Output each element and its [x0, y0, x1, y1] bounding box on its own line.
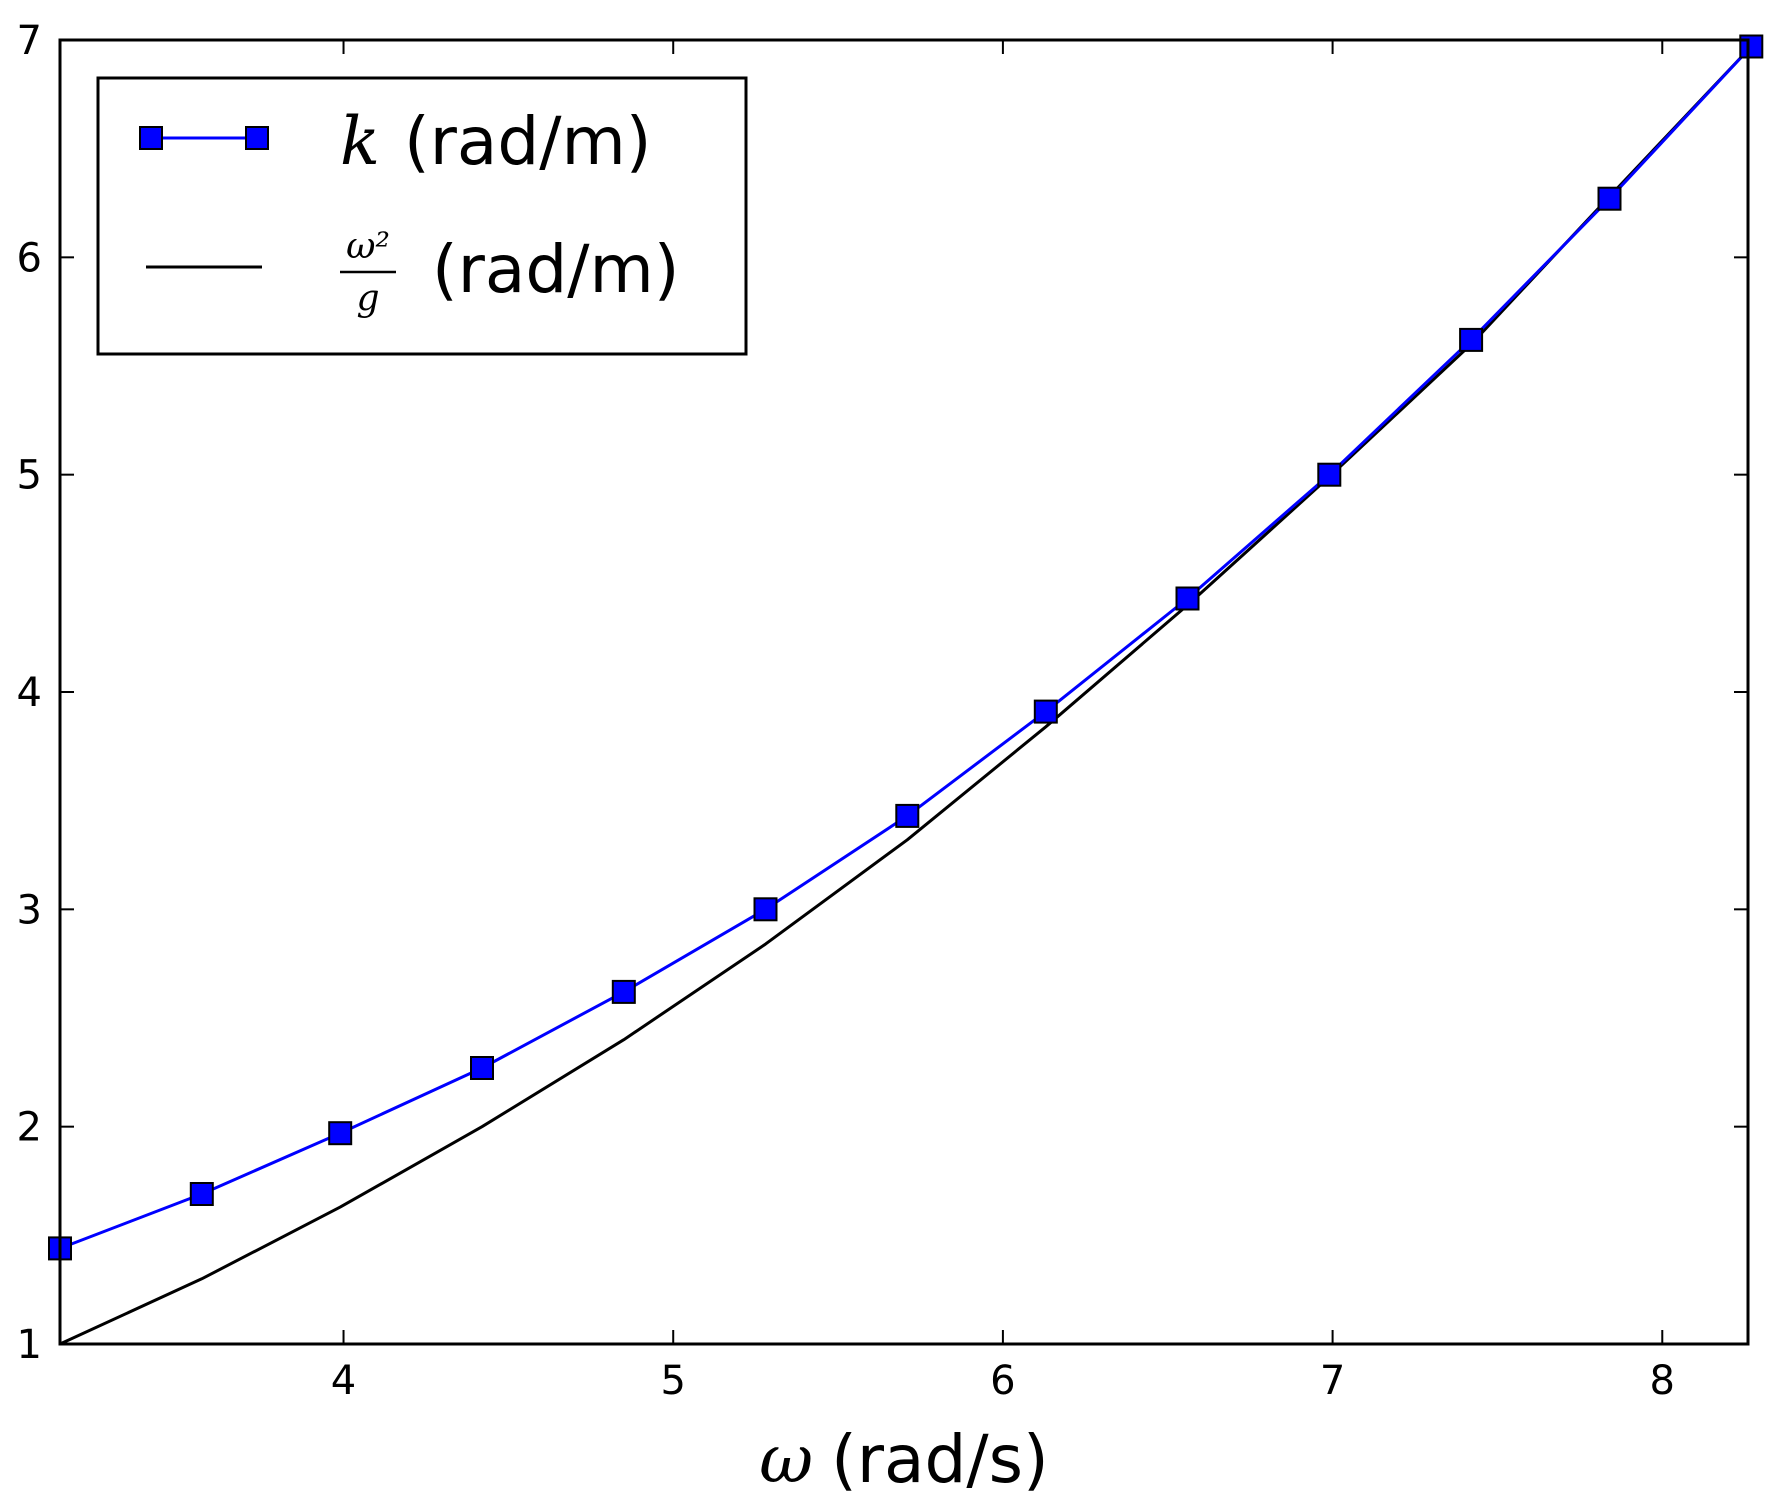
series-0-point-6: [895, 803, 920, 828]
legend-marker-k-left: [139, 126, 163, 150]
series-0-point-4: [611, 979, 636, 1004]
x-tick-label-8: 8: [1650, 1358, 1675, 1404]
legend-k-symbol: k: [340, 103, 380, 180]
legend-label-k: k (rad/m): [340, 103, 652, 180]
series-0-point-11: [1597, 186, 1622, 211]
legend-frac-denominator: g: [356, 278, 379, 319]
x-axis-symbol: ω: [759, 1421, 813, 1498]
y-tick-label-2: 2: [17, 1105, 42, 1151]
y-tick-label-6: 6: [17, 235, 42, 281]
y-tick-label-4: 4: [17, 670, 42, 716]
series-layer: [48, 34, 1764, 1346]
y-tick-label-7: 7: [17, 18, 42, 64]
tick-labels: 4 5 6 7 8 1 2 3 4 5 6 7: [17, 18, 1675, 1404]
legend-box: [96, 76, 748, 356]
legend: k (rad/m) ω² g (rad/m): [96, 76, 748, 356]
series-0-point-1: [189, 1182, 214, 1206]
series-0-point-10: [1459, 327, 1484, 352]
x-tick-label-6: 6: [990, 1358, 1015, 1404]
y-tick-label-5: 5: [17, 453, 42, 499]
x-axis-label: ω (rad/s): [759, 1421, 1048, 1498]
legend-marker-k-right: [245, 126, 269, 150]
x-tick-label-5: 5: [660, 1358, 685, 1404]
series-0-point-7: [1033, 699, 1058, 724]
x-tick-label-4: 4: [331, 1358, 356, 1404]
series-0-point-8: [1175, 586, 1200, 611]
legend-frac-numerator: ω²: [346, 226, 390, 267]
legend-k-unit: (rad/m): [404, 103, 652, 180]
plot-frame: [58, 38, 1750, 1346]
y-tick-label-1: 1: [17, 1322, 42, 1368]
series-0-point-2: [328, 1121, 353, 1146]
series-0-point-9: [1317, 462, 1342, 487]
series-0-point-5: [753, 897, 778, 922]
x-tick-label-7: 7: [1320, 1358, 1345, 1404]
series-0-point-3: [470, 1056, 494, 1080]
y-tick-label-3: 3: [17, 887, 42, 933]
x-axis-unit: (rad/s): [831, 1421, 1049, 1498]
legend-omega2g-unit: (rad/m): [432, 231, 680, 308]
